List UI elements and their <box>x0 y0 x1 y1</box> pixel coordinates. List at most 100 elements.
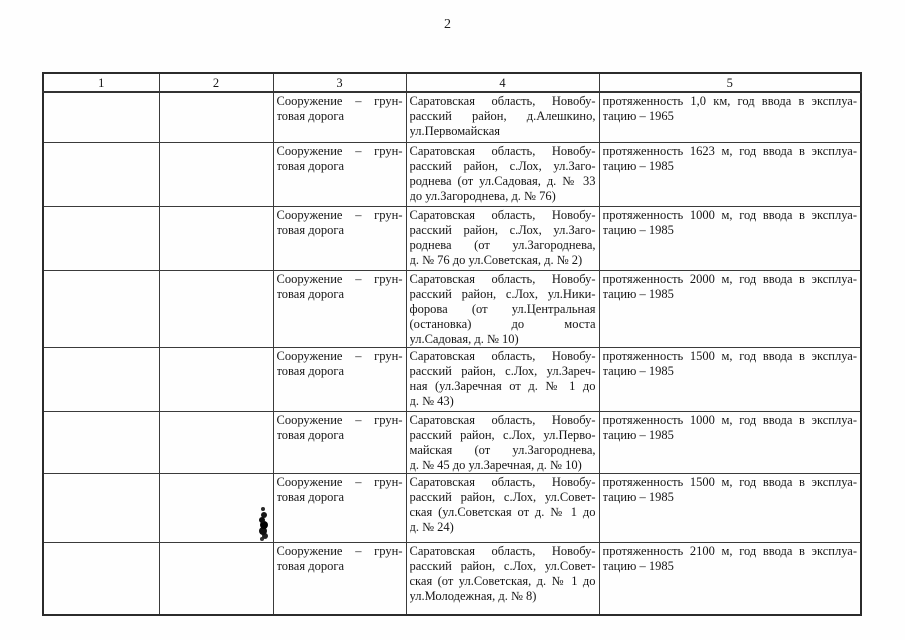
table-cell-address: Саратовская область, Новобу-расский райо… <box>405 473 600 543</box>
table-body: Сооружение – грун-товая дорога Саратовск… <box>42 91 862 616</box>
table-cell-structure-type: Сооружение – грун-товая дорога <box>272 347 407 412</box>
table-cell-address: Саратовская область, Новобу-расский райо… <box>405 142 600 207</box>
cell-line: протяженность 1000 м, год ввода в эксплу… <box>602 208 858 222</box>
table-row: Сооружение – грун-товая дорога Саратовск… <box>42 347 862 412</box>
cell-line: протяженность 1500 м, год ввода в эксплу… <box>602 475 858 489</box>
cell-line: тацию – 1985 <box>602 223 674 237</box>
cell-line: тацию – 1985 <box>602 428 674 442</box>
table-cell-address: Саратовская область, Новобу-расский райо… <box>405 347 600 412</box>
table-cell-name <box>158 270 274 348</box>
cell-line: форова (от ул.Центральная <box>409 302 596 316</box>
table-cell-name <box>158 347 274 412</box>
cell-line: ул.Первомайская <box>409 124 501 138</box>
cell-line: товая дорога <box>276 364 345 378</box>
table-cell-object-number <box>42 411 160 474</box>
cell-line: майская (от ул.Загороднева, <box>409 443 596 457</box>
table-row: Сооружение – грун-товая дорога Саратовск… <box>42 142 862 207</box>
cell-line: Сооружение – грун- <box>276 208 403 222</box>
cell-line: протяженность 1,0 км, год ввода в эксплу… <box>602 94 858 108</box>
table-cell-characteristics: протяженность 1500 м, год ввода в эксплу… <box>598 473 862 543</box>
cell-line: Сооружение – грун- <box>276 413 403 427</box>
registry-table: 1 2 3 4 5 Сооружение – грун-товая дорога… <box>42 72 862 616</box>
cell-line: расский район, с.Лох, ул.Заго- <box>409 159 596 173</box>
cell-line: Сооружение – грун- <box>276 144 403 158</box>
table-cell-structure-type: Сооружение – грун-товая дорога <box>272 142 407 207</box>
cell-line: расский район, с.Лох, ул.Совет- <box>409 559 596 573</box>
cell-line: товая дорога <box>276 287 345 301</box>
table-cell-characteristics: протяженность 1623 м, год ввода в эксплу… <box>598 142 862 207</box>
column-header-2: 2 <box>158 72 274 93</box>
cell-line: тацию – 1985 <box>602 287 674 301</box>
cell-line: протяженность 2100 м, год ввода в эксплу… <box>602 544 858 558</box>
cell-line: Саратовская область, Новобу- <box>409 144 596 158</box>
cell-line: протяженность 2000 м, год ввода в эксплу… <box>602 272 858 286</box>
table-cell-object-number <box>42 206 160 271</box>
table-cell-characteristics: протяженность 1500 м, год ввода в эксплу… <box>598 347 862 412</box>
table-cell-object-number <box>42 142 160 207</box>
cell-line: Саратовская область, Новобу- <box>409 413 596 427</box>
cell-line: тацию – 1985 <box>602 559 674 573</box>
cell-line: расский район, с.Лох, ул.Зареч- <box>409 364 596 378</box>
table-cell-object-number <box>42 270 160 348</box>
table-cell-characteristics: протяженность 1000 м, год ввода в эксплу… <box>598 411 862 474</box>
column-header-4: 4 <box>405 72 600 93</box>
cell-line: товая дорога <box>276 428 345 442</box>
cell-line: товая дорога <box>276 490 345 504</box>
table-cell-structure-type: Сооружение – грун-товая дорога <box>272 270 407 348</box>
cell-line: Сооружение – грун- <box>276 94 403 108</box>
table-cell-structure-type: Сооружение – грун-товая дорога <box>272 542 407 616</box>
table-row: Сооружение – грун-товая дорога Саратовск… <box>42 206 862 271</box>
cell-line: Саратовская область, Новобу- <box>409 349 596 363</box>
cell-line: Сооружение – грун- <box>276 544 403 558</box>
cell-line: товая дорога <box>276 223 345 237</box>
cell-line: тацию – 1985 <box>602 490 674 504</box>
cell-line: ная (ул.Заречная от д. № 1 до <box>409 379 596 393</box>
cell-line: Саратовская область, Новобу- <box>409 94 596 108</box>
cell-line: товая дорога <box>276 109 345 123</box>
table-cell-characteristics: протяженность 2000 м, год ввода в эксплу… <box>598 270 862 348</box>
cell-line: Саратовская область, Новобу- <box>409 544 596 558</box>
cell-line: товая дорога <box>276 159 345 173</box>
cell-line: ская (ул.Советская от д. № 1 до <box>409 505 596 519</box>
table-cell-characteristics: протяженность 1000 м, год ввода в эксплу… <box>598 206 862 271</box>
cell-line: расский район, д.Алешкино, <box>409 109 596 123</box>
cell-line: тацию – 1985 <box>602 364 674 378</box>
table-cell-address: Саратовская область, Новобу-расский райо… <box>405 206 600 271</box>
table-cell-structure-type: Сооружение – грун-товая дорога <box>272 411 407 474</box>
cell-line: расский район, с.Лох, ул.Совет- <box>409 490 596 504</box>
cell-line: (остановка) до моста <box>409 317 596 331</box>
table-cell-address: Саратовская область, Новобу-расский райо… <box>405 270 600 348</box>
table-row: Сооружение – грун-товая дорога Саратовск… <box>42 91 862 143</box>
table-cell-address: Саратовская область, Новобу-расский райо… <box>405 411 600 474</box>
cell-line: Сооружение – грун- <box>276 475 403 489</box>
cell-line: тацию – 1985 <box>602 159 674 173</box>
cell-line: товая дорога <box>276 559 345 573</box>
table-row: Сооружение – грун-товая дорога Саратовск… <box>42 473 862 543</box>
table-cell-characteristics: протяженность 2100 м, год ввода в эксплу… <box>598 542 862 616</box>
table-row: Сооружение – грун-товая дорога Саратовск… <box>42 542 862 616</box>
cell-line: Саратовская область, Новобу- <box>409 475 596 489</box>
table-cell-name <box>158 473 274 543</box>
table-cell-object-number <box>42 542 160 616</box>
cell-line: ул.Садовая, д. № 10) <box>409 332 519 346</box>
table-cell-object-number <box>42 473 160 543</box>
page-number: 2 <box>444 17 451 32</box>
table-cell-name <box>158 142 274 207</box>
cell-line: д. № 43) <box>409 394 454 408</box>
table-cell-address: Саратовская область, Новобу-расский райо… <box>405 91 600 143</box>
cell-line: д. № 45 до ул.Заречная, д. № 10) <box>409 458 582 472</box>
table-cell-name <box>158 206 274 271</box>
table-cell-structure-type: Сооружение – грун-товая дорога <box>272 91 407 143</box>
table-cell-characteristics: протяженность 1,0 км, год ввода в эксплу… <box>598 91 862 143</box>
cell-line: расский район, с.Лох, ул.Заго- <box>409 223 596 237</box>
cell-line: расский район, с.Лох, ул.Ники- <box>409 287 596 301</box>
table-cell-object-number <box>42 347 160 412</box>
column-header-5: 5 <box>598 72 862 93</box>
table-row: Сооружение – грун-товая дорога Саратовск… <box>42 411 862 474</box>
cell-line: Сооружение – грун- <box>276 349 403 363</box>
cell-line: роднева (от ул.Садовая, д. № 33 <box>409 174 596 188</box>
table-cell-object-number <box>42 91 160 143</box>
ink-blot <box>261 507 265 511</box>
column-header-3: 3 <box>272 72 407 93</box>
